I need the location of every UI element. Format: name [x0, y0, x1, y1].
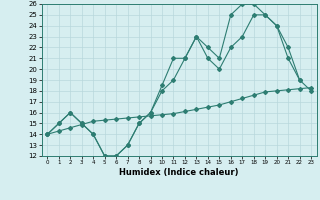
- X-axis label: Humidex (Indice chaleur): Humidex (Indice chaleur): [119, 168, 239, 177]
